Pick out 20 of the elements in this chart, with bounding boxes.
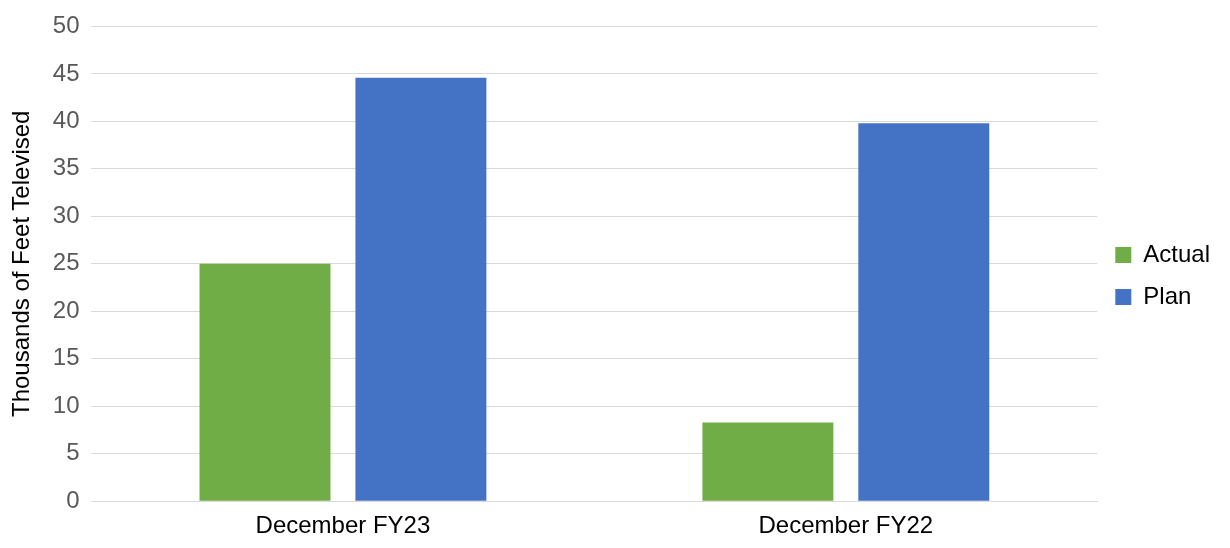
- legend-label: Actual: [1143, 239, 1210, 267]
- bar: [858, 123, 990, 501]
- y-axis-title: Thousands of Feet Televised: [7, 110, 35, 418]
- y-tick-label: 40: [52, 105, 80, 133]
- x-tick-label: December FY22: [758, 511, 934, 539]
- bar: [355, 77, 487, 501]
- bar: [199, 263, 331, 501]
- y-tick-label: 30: [52, 200, 80, 228]
- y-tick-label: 10: [52, 390, 80, 418]
- y-tick-label: 20: [52, 295, 80, 323]
- legend-label: Plan: [1143, 281, 1192, 309]
- y-tick-label: 5: [66, 438, 80, 466]
- y-tick-label: 15: [52, 343, 80, 371]
- bar: [702, 422, 834, 501]
- x-tick-label: December FY23: [255, 511, 431, 539]
- y-tick-label: 50: [52, 11, 80, 39]
- y-tick-label: 25: [52, 248, 80, 276]
- y-tick-label: 35: [52, 153, 80, 181]
- y-tick-label: 0: [66, 485, 80, 513]
- y-tick-label: 45: [52, 58, 80, 86]
